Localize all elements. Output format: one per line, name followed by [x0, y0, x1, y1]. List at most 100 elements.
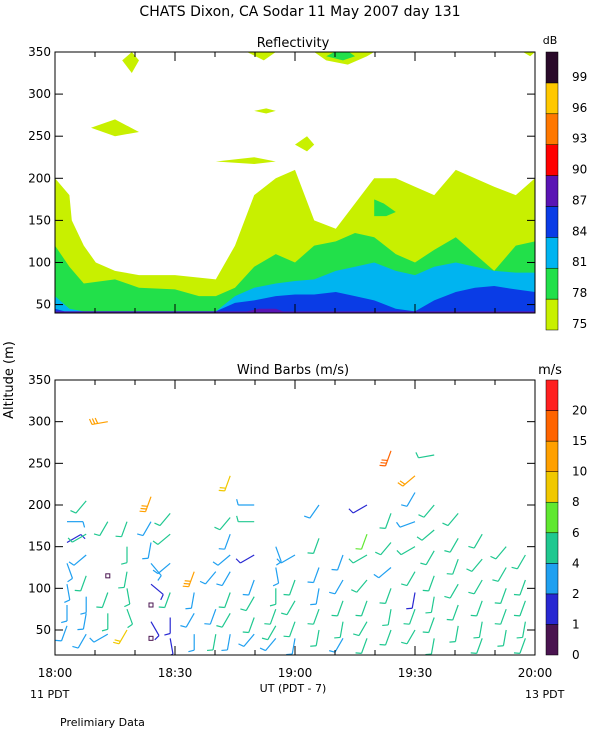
wind-barb-flag: [334, 636, 341, 639]
reflectivity-colorbar-label: 78: [572, 286, 587, 300]
reflectivity-colorbar-label: 93: [572, 132, 587, 146]
wind-barb: [358, 621, 368, 636]
y-axis-label: Altitude (m): [2, 341, 17, 419]
wind-barb-flag: [118, 586, 125, 589]
y-tick-label: 350: [28, 45, 51, 59]
reflectivity-patch: [374, 199, 396, 217]
y-tick-label: 200: [28, 171, 51, 185]
wind-barb: [421, 529, 435, 541]
x-tick-label: 19:30: [398, 666, 433, 680]
wind-barb: [224, 533, 231, 550]
wind-colorbar-label: 8: [572, 495, 580, 509]
wind-barb-flag: [55, 639, 62, 642]
reflectivity-patch: [254, 108, 276, 114]
wind-barb-flag: [449, 640, 456, 643]
wind-barb-flag: [355, 614, 362, 617]
reflectivity-colorbar-swatch: [545, 206, 559, 238]
wind-colorbar-label: 6: [572, 526, 580, 540]
wind-barb: [212, 634, 217, 651]
wind-barb-flag: [355, 548, 362, 550]
wind-barb: [384, 588, 392, 604]
wind-barb-flag: [236, 515, 239, 522]
wind-barb-flag: [89, 637, 95, 643]
wind-barb-flag: [379, 602, 386, 604]
wind-barb-flag: [242, 631, 249, 634]
y-tick-label: 50: [36, 623, 51, 637]
wind-barb: [478, 621, 483, 638]
wind-barb-flag: [261, 637, 268, 641]
wind-barb: [66, 533, 82, 544]
wind-barb-flag: [513, 614, 520, 617]
wind-barb: [352, 554, 368, 564]
wind-barb: [519, 600, 526, 617]
wind-barb-flag: [140, 507, 147, 510]
wind-barb: [288, 621, 296, 637]
wind-barb: [60, 625, 68, 642]
wind-frame: [54, 379, 536, 656]
wind-barb-flag: [379, 527, 386, 529]
wind-barb-flag: [142, 557, 149, 560]
wind-barb: [209, 608, 217, 625]
wind-barb: [384, 513, 392, 529]
wind-barb-flag: [307, 581, 314, 584]
wind-barb: [221, 613, 231, 628]
wind-barb-flag: [516, 636, 523, 639]
wind-barb: [265, 637, 277, 651]
wind-barb-flag: [218, 606, 225, 609]
wind-barb: [476, 638, 483, 654]
wind-barb: [243, 633, 255, 647]
wind-barb-flag: [219, 487, 226, 489]
wind-barb-flag: [470, 652, 477, 654]
reflectivity-patch: [215, 157, 276, 164]
y-tick-label: 250: [28, 129, 51, 143]
wind-barb-flag: [397, 482, 404, 487]
wind-barb-flag: [283, 593, 290, 596]
wind-barb-flag: [473, 636, 480, 639]
wind-barb-flag: [64, 599, 71, 604]
wind-barb-flag: [303, 515, 311, 519]
wind-barb-flag: [80, 612, 87, 615]
x-tick-label: 18:30: [158, 666, 193, 680]
wind-barb-flag: [355, 652, 362, 654]
wind-colorbar-label: 4: [572, 556, 580, 570]
wind-barb-flag: [379, 464, 386, 467]
wind-barb: [425, 550, 435, 565]
wind-barb: [423, 504, 435, 518]
wind-barb: [360, 533, 368, 550]
wind-barb: [336, 554, 344, 571]
wind-barb: [226, 634, 231, 651]
wind-barb-flag: [511, 566, 518, 570]
wind-barb: [288, 579, 296, 596]
wind-barb: [99, 521, 109, 536]
wind-barb: [248, 579, 255, 596]
wind-barb: [248, 617, 255, 633]
wind-barb-flag: [74, 589, 81, 592]
wind-colorbar-label: 0: [572, 648, 580, 662]
wind-barb-flag: [259, 647, 266, 652]
wind-barb: [406, 629, 416, 645]
wind-barb-flag: [82, 521, 86, 528]
wind-barb-calm: [105, 573, 111, 579]
reflectivity-colorbar-swatch: [545, 298, 559, 331]
y-tick-label: 50: [36, 298, 51, 312]
wind-barb-flag: [206, 649, 214, 652]
wind-plot-area: [55, 417, 526, 655]
reflectivity-patch: [523, 52, 535, 57]
wind-barb: [93, 633, 109, 643]
wind-barb-flag: [114, 639, 121, 642]
wind-barb: [356, 579, 368, 593]
reflectivity-patch: [295, 136, 315, 152]
reflectivity-colorbar-swatch: [545, 144, 559, 176]
chart-title: CHATS Dixon, CA Sodar 11 May 2007 day 13…: [139, 4, 460, 20]
wind-colorbar-swatch: [545, 501, 559, 534]
right-date-label: 13 PDT: [525, 688, 565, 701]
wind-barb: [120, 521, 128, 537]
wind-barb: [66, 584, 71, 601]
wind-barb: [291, 638, 296, 655]
wind-barb: [387, 609, 392, 626]
wind-barb: [360, 600, 368, 617]
wind-barb: [378, 567, 392, 579]
wind-barb-flag: [77, 628, 84, 631]
reflectivity-colorbar-unit: dB: [543, 34, 558, 47]
